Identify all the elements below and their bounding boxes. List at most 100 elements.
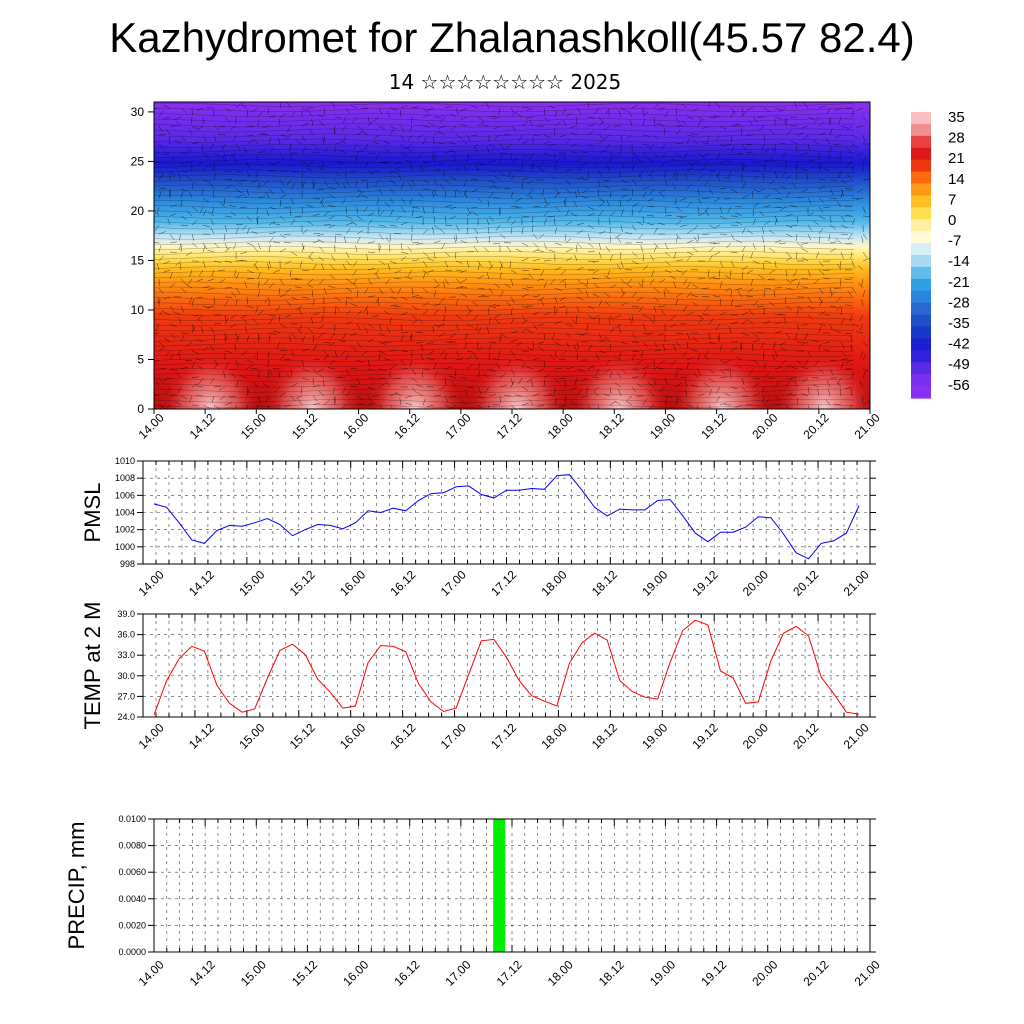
wind-barb: [631, 350, 640, 353]
wind-barb: [230, 314, 237, 320]
wind-barb: [416, 134, 424, 139]
colorbar-swatch: [911, 231, 931, 244]
wind-barb: [593, 386, 600, 392]
x-tick-label: 20.12: [800, 957, 831, 988]
wind-barb: [267, 107, 270, 115]
wind-barb: [735, 152, 743, 155]
wind-barb: [224, 314, 227, 322]
wind-barb: [847, 125, 853, 132]
wind-barb: [840, 179, 847, 185]
wind-barb: [465, 332, 468, 340]
wind-barb: [433, 168, 441, 172]
wind-barb: [290, 383, 298, 388]
wind-barb: [801, 125, 809, 129]
wind-barb: [268, 317, 273, 325]
wind-barb: [187, 210, 193, 217]
wind-barb: [675, 382, 682, 388]
wind-barb: [807, 404, 810, 409]
wind-barb: [554, 164, 557, 172]
wind-barb: [213, 296, 216, 304]
wind-barb: [635, 242, 644, 244]
wind-barb: [267, 371, 270, 379]
wind-barb: [691, 161, 699, 165]
wind-barb: [301, 161, 309, 166]
wind-barb: [440, 116, 446, 123]
wind-barb: [224, 402, 232, 406]
colorbar-swatch: [911, 171, 931, 185]
wind-barb: [345, 215, 353, 220]
wind-barb: [648, 170, 655, 176]
wind-barb: [505, 301, 512, 307]
wind-barb: [257, 290, 260, 298]
wind-barb: [713, 242, 721, 245]
wind-barb: [378, 377, 387, 379]
wind-barb: [543, 373, 551, 379]
wind-barb: [395, 215, 402, 221]
wind-barb: [521, 362, 526, 370]
wind-barb: [664, 110, 669, 118]
wind-barb: [740, 341, 743, 349]
wind-barb: [701, 197, 710, 199]
wind-barb: [356, 236, 361, 244]
wind-barb: [422, 272, 426, 280]
wind-barb: [378, 323, 382, 331]
wind-barb: [312, 312, 320, 316]
contour-line: [154, 215, 855, 219]
wind-barb: [349, 386, 358, 388]
wind-barb: [188, 128, 193, 136]
wind-barb: [593, 283, 600, 289]
wind-barb: [801, 277, 809, 280]
wind-barb: [285, 373, 292, 379]
colorbar-swatch: [911, 290, 931, 304]
colorbar-swatch: [911, 147, 931, 161]
wind-barb: [367, 295, 375, 298]
wind-barb: [759, 210, 765, 217]
wind-barb: [235, 299, 238, 307]
wind-barb: [675, 107, 677, 116]
wind-barb: [543, 281, 547, 289]
wind-barb: [290, 197, 295, 205]
wind-barb: [615, 382, 622, 388]
wind-barb: [386, 326, 391, 334]
chart-title: Kazhydromet for Zhalanashkoll(45.57 82.4…: [109, 14, 915, 61]
wind-barb: [284, 260, 292, 265]
wind-barb: [372, 141, 380, 145]
y-tick-label: 1004: [115, 508, 135, 518]
wind-barb: [543, 260, 552, 262]
wind-barb: [554, 350, 557, 358]
wind-barb: [277, 137, 281, 145]
wind-barb: [350, 367, 358, 370]
wind-barb: [331, 102, 336, 109]
wind-barb: [389, 287, 395, 294]
x-tick-label: 15.00: [238, 410, 269, 441]
x-tick-label: 20.00: [749, 410, 780, 441]
wind-barb: [620, 287, 625, 295]
wind-barb: [527, 179, 534, 185]
wind-barb: [191, 206, 198, 212]
wind-barb: [716, 386, 721, 394]
wind-barb: [648, 382, 655, 388]
wind-barb: [433, 394, 441, 397]
wind-barb: [389, 404, 394, 409]
wind-barb: [862, 290, 866, 298]
wind-barb: [197, 125, 204, 131]
wind-barb: [398, 173, 402, 181]
wind-barb: [793, 269, 798, 277]
wind-barb: [752, 359, 759, 365]
wind-barb: [290, 251, 298, 256]
contour-line: [154, 189, 855, 194]
wind-barb: [268, 137, 271, 145]
wind-barb: [715, 323, 721, 330]
wind-barb: [747, 287, 754, 293]
wind-barb: [768, 269, 776, 274]
wind-barb: [616, 152, 622, 159]
wind-barb: [256, 155, 259, 163]
wind-barb: [801, 323, 809, 326]
wind-barb: [312, 358, 321, 361]
wind-barb: [576, 107, 582, 114]
wind-barb: [631, 203, 639, 208]
wind-barb: [541, 188, 545, 196]
wind-barb: [724, 287, 732, 292]
wind-barb: [638, 282, 644, 289]
wind-barb: [163, 260, 171, 265]
